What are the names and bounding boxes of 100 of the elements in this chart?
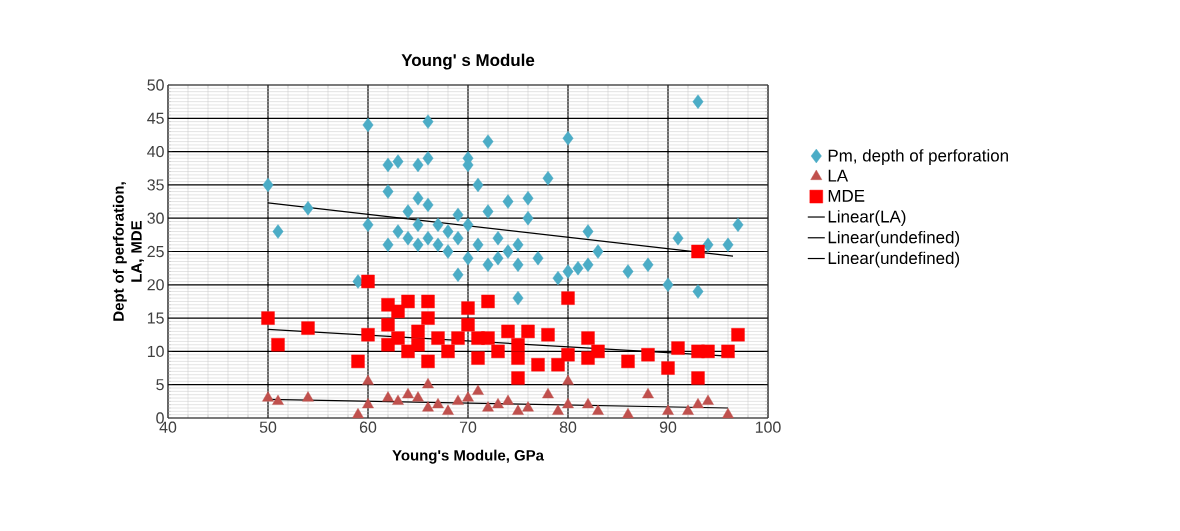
point [391,304,405,319]
point [461,318,475,332]
x-tick-label: 50 [259,421,277,433]
point [552,404,564,415]
point [671,341,685,355]
x-tick-label: 100 [755,421,781,433]
point [271,338,285,352]
point [361,328,375,342]
x-tick-label: 90 [659,421,677,433]
point [722,407,734,419]
point [432,398,444,409]
y-tick-label: 35 [147,179,164,191]
point [261,311,275,325]
point [492,398,504,409]
point [262,391,274,402]
point [701,344,715,359]
point [381,318,395,332]
point [391,331,405,345]
point [461,301,475,315]
y-tick-label: 40 [147,145,164,158]
point [421,294,435,309]
y-axis-title: Dept of perforation, LA, MDE [112,182,144,321]
chart-title: Young' s Module [401,53,535,70]
point [622,407,634,419]
point [682,404,694,415]
legend-label: MDE [828,190,865,202]
legend-label: Linear(LA) [828,210,906,226]
point [302,391,314,402]
point [641,348,655,362]
point [702,394,714,405]
point [561,348,575,362]
point [362,398,374,409]
point [522,401,534,412]
point [721,344,735,359]
y-tick-label: 25 [147,245,164,258]
point [352,407,364,419]
point [491,344,505,359]
point [642,388,654,399]
y-tick-label: 10 [147,345,164,358]
point [592,404,604,415]
point [591,344,605,359]
point [411,338,425,352]
point [581,331,595,345]
point [512,404,524,415]
point [731,328,745,342]
point [511,371,525,385]
point [482,401,494,412]
point [431,331,445,345]
point [691,371,705,385]
point [662,404,674,415]
point [402,388,414,399]
point [481,294,495,309]
y-tick-label: 20 [147,279,164,291]
point [301,321,315,335]
point [441,344,455,359]
legend-label: Pm, depth of perforation [828,149,1008,165]
point [412,391,424,402]
point [661,361,675,375]
point [421,354,435,369]
point [561,291,575,305]
point [362,374,374,385]
point [422,401,434,412]
point [582,398,594,409]
point [451,331,465,345]
point [481,331,495,345]
y-tick-label: 30 [147,212,164,224]
point [562,374,574,385]
point [562,398,574,409]
point [411,324,425,339]
point [502,394,514,405]
legend-label: LA [828,169,849,182]
point [511,351,525,365]
y-tick-label: 50 [147,79,164,91]
point [272,394,284,405]
point [621,354,635,369]
point [382,391,394,402]
point [442,404,454,415]
y-tick-label: 5 [156,379,164,391]
point [521,324,535,339]
x-tick-label: 60 [359,421,377,433]
point [392,394,404,405]
point [361,274,375,289]
point [472,384,484,395]
legend-label: Linear(undefined) [828,230,960,247]
point [462,391,474,402]
point [511,338,525,352]
point [541,328,555,342]
point [452,394,464,405]
y-tick-label: 45 [147,112,164,124]
point [422,378,434,389]
x-axis-title: Young's Module, GPa [392,449,545,464]
point [501,324,515,339]
y-tick-label: 15 [147,312,164,324]
point [692,398,704,409]
point [421,311,435,325]
point [691,244,705,259]
point [551,358,565,372]
point [471,351,485,365]
point [401,294,415,309]
point [351,354,365,369]
